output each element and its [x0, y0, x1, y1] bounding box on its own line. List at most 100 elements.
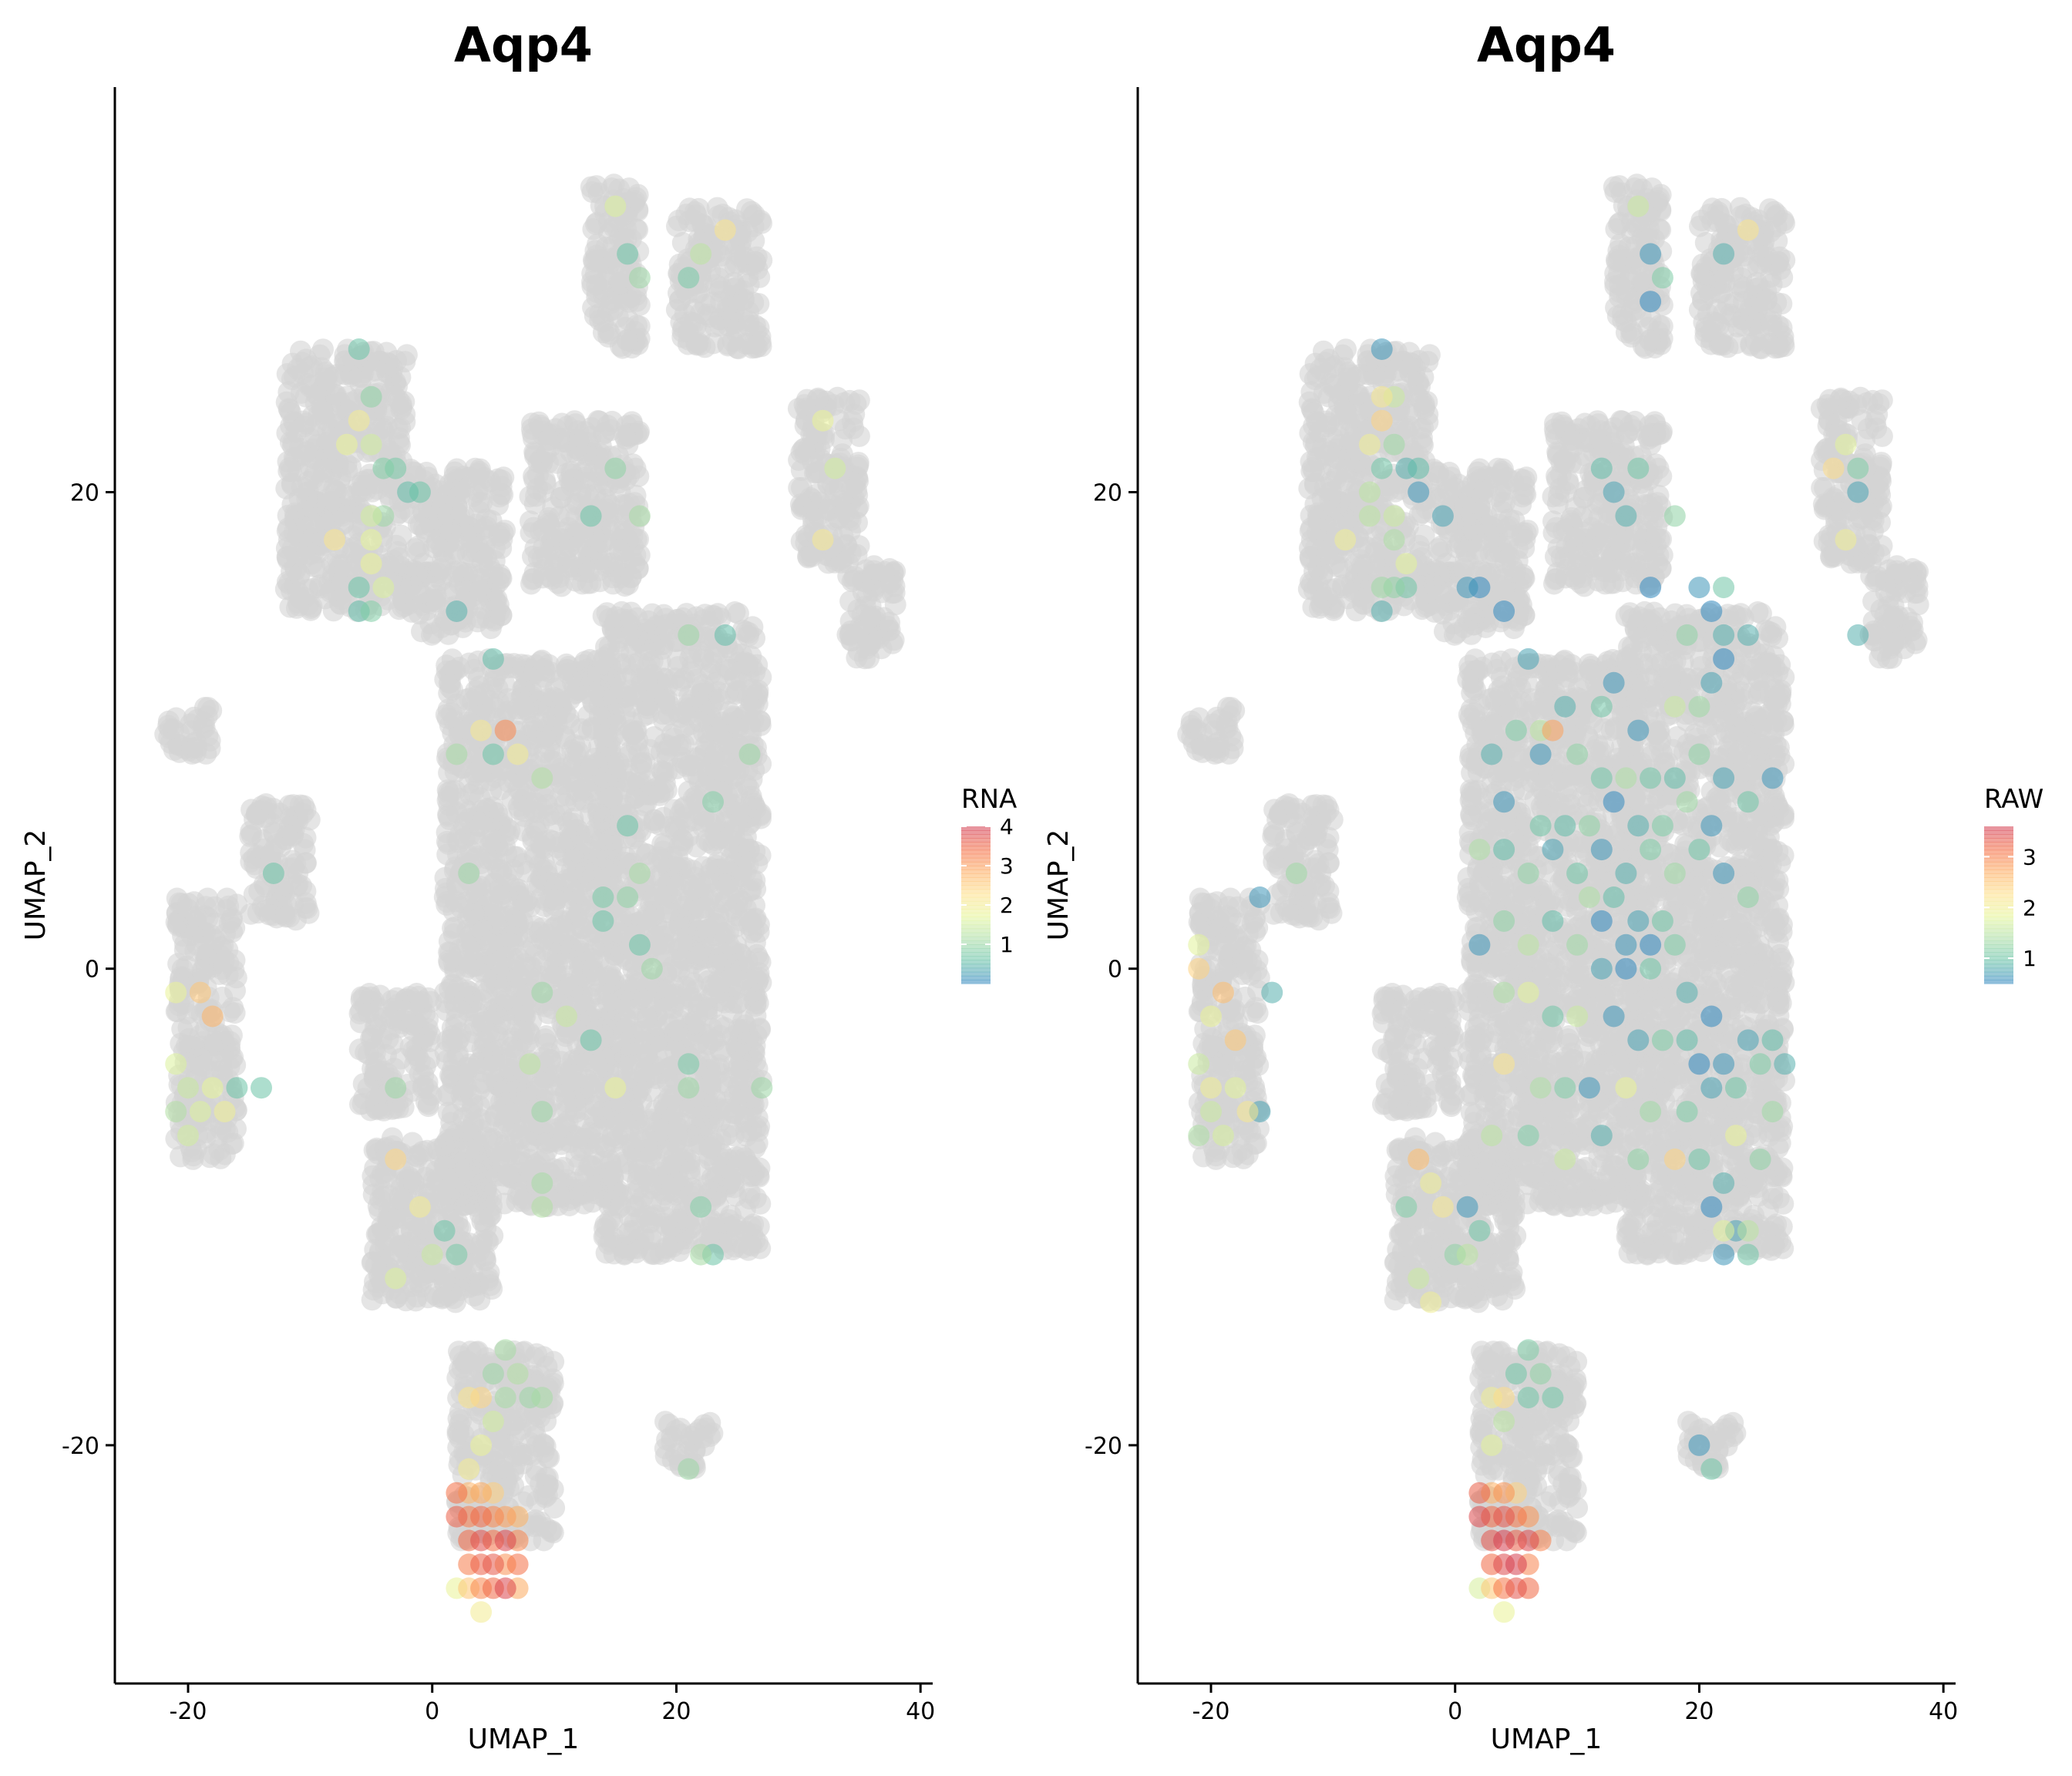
background-cell-point — [479, 827, 502, 849]
background-cell-point — [436, 1050, 458, 1071]
background-cell-point — [675, 204, 698, 226]
background-cell-point — [335, 385, 358, 408]
background-cell-point — [627, 422, 650, 445]
background-cell-point — [385, 1287, 407, 1309]
background-cell-point — [348, 1038, 371, 1061]
background-cell-point — [443, 1177, 466, 1199]
background-cell-point — [834, 418, 856, 440]
background-cell-point — [480, 677, 503, 699]
background-cell-point — [247, 800, 270, 822]
background-cell-point — [436, 1085, 458, 1107]
background-cell-point — [450, 896, 472, 919]
background-cell-point — [513, 994, 535, 1016]
background-cell-point — [458, 1057, 480, 1079]
background-cell-point — [595, 267, 617, 290]
background-cell-point — [224, 1002, 246, 1024]
background-cell-point — [367, 1223, 389, 1245]
background-cell-point — [723, 298, 745, 320]
background-cell-point — [487, 594, 510, 616]
background-cell-point — [617, 529, 639, 551]
background-cell-point — [510, 1083, 532, 1105]
background-cell-point — [541, 568, 563, 590]
background-cell-point — [520, 573, 542, 595]
background-cell-point — [536, 794, 558, 816]
background-cell-point — [389, 417, 412, 439]
background-cell-point — [455, 812, 477, 834]
background-cell-point — [409, 1050, 431, 1072]
background-cell-point — [497, 1144, 520, 1166]
background-cell-point — [191, 959, 214, 981]
background-cell-point — [212, 1040, 234, 1062]
background-cell-point — [456, 1076, 478, 1098]
background-cell-point — [834, 502, 856, 523]
background-cell-point — [616, 328, 638, 351]
background-cell-point — [563, 1090, 585, 1112]
background-cell-point — [448, 560, 470, 582]
background-cell-point — [379, 1205, 402, 1227]
background-cell-point — [493, 1192, 516, 1215]
background-cell-point — [856, 586, 878, 608]
background-cell-point — [624, 484, 647, 506]
background-cell-point — [197, 906, 219, 929]
background-cell-point — [446, 1007, 468, 1029]
background-cell-point — [520, 684, 542, 707]
background-cell-point — [498, 873, 520, 895]
background-cell-point — [276, 520, 298, 542]
background-cell-point — [217, 964, 239, 986]
background-cell-point — [836, 624, 859, 646]
background-cell-point — [565, 975, 587, 997]
background-cell-point — [873, 560, 896, 583]
background-cell-point — [551, 773, 574, 796]
background-cell-point — [243, 883, 265, 906]
background-cell-point — [570, 917, 593, 939]
background-cell-point — [368, 997, 391, 1020]
background-cell-point — [170, 1145, 192, 1168]
background-cell-point — [599, 292, 621, 314]
background-cell-point — [391, 395, 413, 418]
background-cell-point — [181, 734, 204, 756]
background-cell-point — [463, 1285, 486, 1307]
background-cell-point — [406, 1286, 428, 1308]
background-cell-point — [274, 904, 295, 927]
background-cell-point — [204, 1060, 227, 1082]
background-cell-point — [516, 890, 538, 912]
background-cell-point — [573, 1192, 595, 1215]
background-cell-point — [210, 1147, 232, 1169]
background-cell-point — [438, 762, 460, 784]
background-cell-point — [431, 1287, 453, 1310]
background-cell-point — [472, 1011, 494, 1034]
rna-panel-title: Aqp4 — [454, 17, 593, 73]
background-cell-point — [856, 637, 878, 660]
background-cell-point — [511, 660, 533, 682]
background-cell-point — [620, 566, 642, 588]
background-cell-point — [176, 1034, 198, 1057]
background-cell-point — [581, 948, 604, 970]
background-cell-point — [442, 917, 464, 940]
background-cell-point — [245, 857, 267, 880]
background-cell-point — [467, 462, 489, 485]
background-cell-point — [534, 473, 557, 495]
background-cell-point — [446, 539, 468, 561]
background-cell-point — [476, 546, 497, 568]
background-cell-point — [442, 678, 463, 701]
background-cell-point — [743, 204, 765, 226]
background-cell-point — [436, 830, 458, 853]
background-cell-point — [510, 1021, 533, 1043]
background-cell-point — [733, 246, 755, 268]
background-cell-point — [458, 952, 480, 974]
background-cell-point — [288, 437, 311, 459]
background-cell-point — [366, 478, 388, 500]
background-cell-point — [545, 889, 567, 911]
background-cell-point — [493, 1165, 515, 1187]
background-cell-point — [738, 273, 760, 295]
background-cell-point — [471, 492, 493, 514]
background-cell-point — [412, 1141, 434, 1162]
background-cell-point — [584, 240, 607, 262]
background-cell-point — [536, 923, 558, 946]
background-cell-point — [738, 314, 760, 337]
background-cell-point — [481, 1039, 503, 1061]
background-cell-point — [569, 823, 591, 846]
background-cell-point — [286, 875, 308, 897]
background-cell-point — [530, 520, 552, 542]
